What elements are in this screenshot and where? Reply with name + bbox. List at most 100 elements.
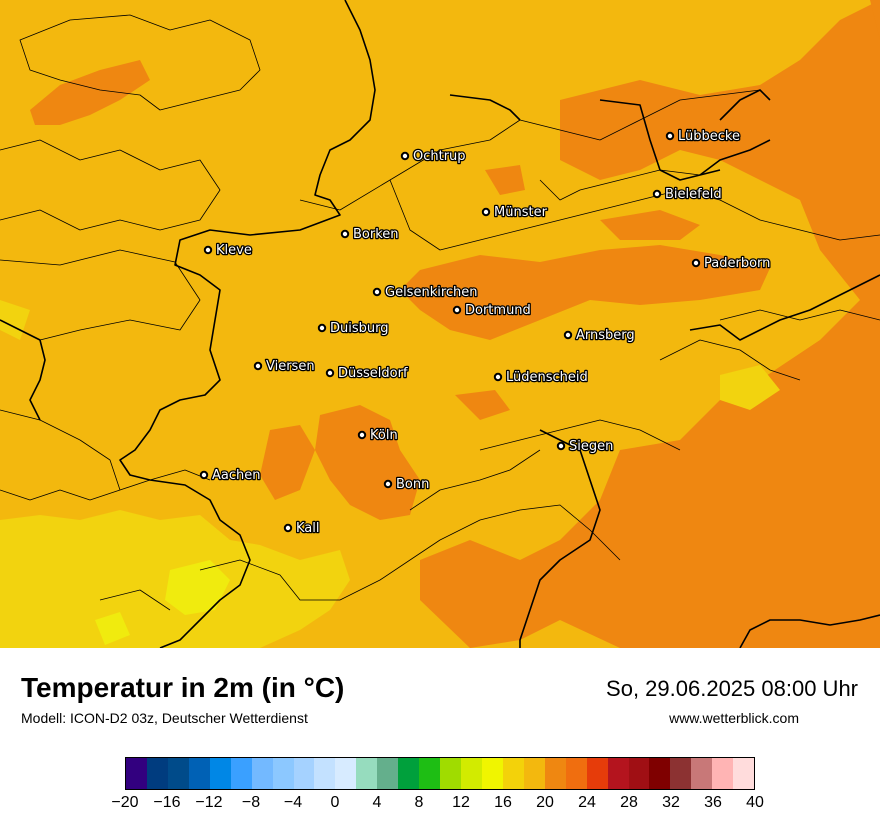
legend-swatch [146,758,168,789]
legend-tick-label: 36 [704,794,722,811]
city-dot [691,258,701,268]
city-label: Siegen [569,439,613,454]
city-dot [383,479,393,489]
legend-swatch [314,758,336,789]
city-label: Lüdenscheid [506,370,588,385]
legend-swatch [691,758,713,789]
legend-swatch [293,758,315,789]
city-label: Gelsenkirchen [385,285,478,300]
legend-swatch [230,758,252,789]
city-marker: Siegen [556,438,615,455]
city-markers: Ochtrup Lübbecke Bielefeld Münster Borken Kle… [199,128,772,537]
city-marker: Bonn [383,476,431,493]
city-dot [481,207,491,217]
map-title: Temperatur in 2m (in °C) [21,672,345,703]
city-label: Kleve [216,243,252,258]
city-dot [452,305,462,315]
city-dot [283,523,293,533]
legend-swatch [481,758,503,789]
legend-tick-label: −20 [111,794,139,811]
city-label: Viersen [266,359,315,374]
district-borders [0,14,880,611]
city-marker: Kleve [203,242,253,259]
legend-swatch [335,758,357,789]
city-marker: Dortmund [452,302,532,319]
city-label: Bonn [396,477,429,492]
legend-swatch [628,758,650,789]
temperature-map: Ochtrup Lübbecke Bielefeld Münster Borken Kle… [0,0,880,648]
city-label: Kall [296,521,320,536]
legend-swatch [419,758,441,789]
city-dot [556,441,566,451]
legend-swatch [356,758,378,789]
legend-swatch [523,758,545,789]
legend-tick-label: 40 [746,794,764,811]
city-marker: Aachen [199,467,262,484]
legend-swatch [565,758,587,789]
legend-tick-label: 16 [494,794,512,811]
legend-tick-label: 24 [578,794,596,811]
website-link[interactable]: www.wetterblick.com [669,710,799,726]
city-dot [253,361,263,371]
city-marker: Münster [481,204,549,221]
city-label: Ochtrup [413,149,466,164]
city-marker: Lüdenscheid [493,369,589,386]
city-marker: Arnsberg [563,327,636,344]
city-label: Dortmund [465,303,531,318]
legend-colorbar [125,757,755,790]
legend-swatch [461,758,482,789]
legend-tick-label: 32 [662,794,680,811]
city-marker: Gelsenkirchen [372,284,479,301]
city-label: Lübbecke [678,129,740,144]
coolest-temperature-zones [95,560,230,645]
legend-swatch [188,758,210,789]
city-marker: Viersen [253,358,316,375]
city-dot [493,372,503,382]
city-dot [665,131,675,141]
city-label: Borken [353,227,399,242]
legend-tick-label: −12 [195,794,223,811]
legend-swatch [209,758,231,789]
legend-swatch [607,758,629,789]
city-label: Köln [370,428,398,443]
city-dot [563,330,573,340]
legend-tick-label: 12 [452,794,470,811]
city-dot [199,470,209,480]
legend-tick-label: −8 [241,794,261,811]
city-marker: Borken [340,226,400,243]
legend-swatch [167,758,189,789]
legend-swatch [733,758,755,789]
legend-swatch [712,758,734,789]
city-label: Arnsberg [576,328,635,343]
legend-tick-label: 0 [330,794,340,811]
city-dot [400,151,410,161]
legend-swatch [586,758,608,789]
legend-swatch [502,758,524,789]
city-label: Aachen [212,468,260,483]
city-marker: Bielefeld [652,186,723,203]
city-marker: Ochtrup [400,148,467,165]
legend-swatch [272,758,294,789]
city-marker: Lübbecke [665,128,741,145]
city-label: Paderborn [704,256,770,271]
legend-swatch [377,758,399,789]
city-label: Münster [494,205,548,220]
legend-tick-label: 8 [414,794,424,811]
city-dot [652,189,662,199]
warm-temperature-zones [30,0,880,648]
legend-ticks: −20 −16 −12 −8 −4 0 4 8 12 16 20 24 28 32 36 40 [0,794,880,818]
legend-swatch [440,758,461,789]
city-dot [317,323,327,333]
city-dot [357,430,367,440]
city-marker: Kall [283,520,321,537]
legend-tick-label: −16 [153,794,181,811]
legend-swatch [251,758,273,789]
forecast-datetime: So, 29.06.2025 08:00 Uhr [606,676,858,701]
state-borders [0,0,880,648]
legend-tick-label: −4 [283,794,303,811]
city-marker: Paderborn [691,255,772,272]
city-dot [325,368,335,378]
city-marker: Köln [357,427,399,444]
legend-swatch [126,758,147,789]
city-dot [203,245,213,255]
